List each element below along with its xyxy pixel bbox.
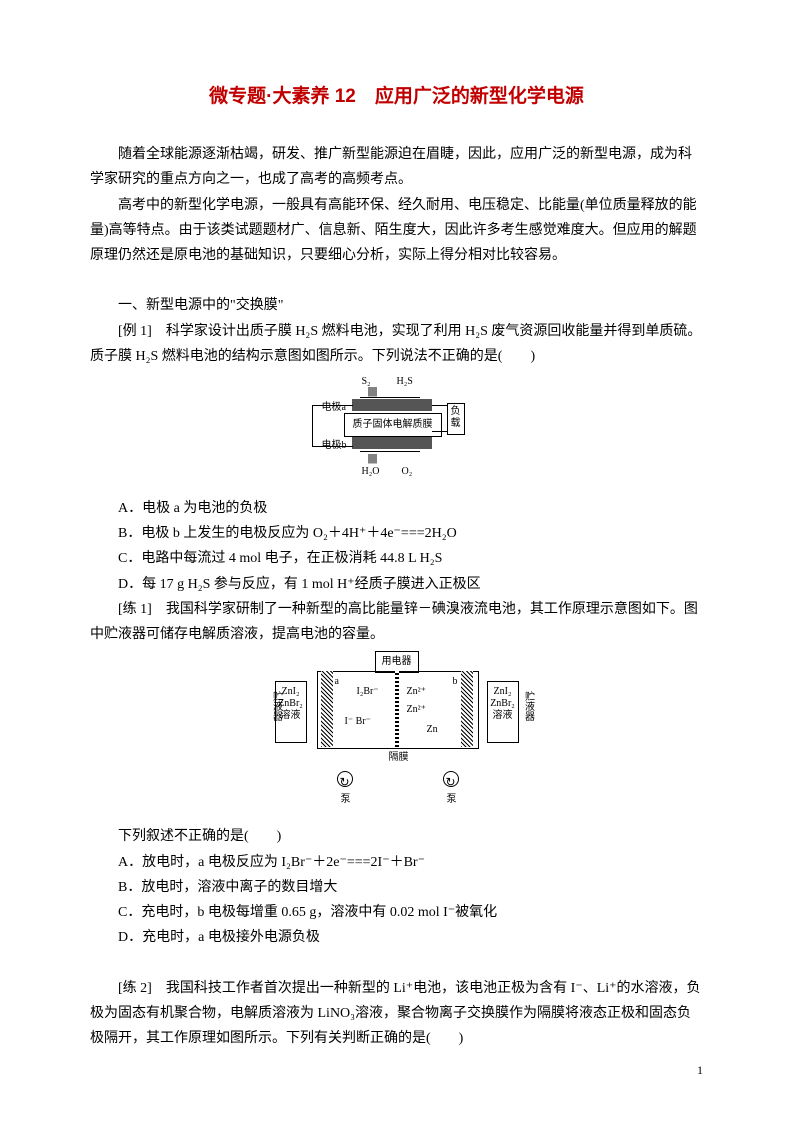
pr1-choice-d: D．充电时，a 电极接外电源负极	[90, 925, 703, 950]
d2-electrode-b: b	[453, 673, 458, 691]
page-title: 微专题·大素养 12 应用广泛的新型化学电源	[90, 80, 703, 114]
document-page: 微专题·大素养 12 应用广泛的新型化学电源 随着全球能源逐渐枯竭，研发、推广新…	[0, 0, 793, 1122]
diagram-2: 用电器 贮液器 ZnI₂ ZnBr₂ 溶液 a 隔膜 b I₂Br⁻ Zn²⁺ …	[90, 651, 703, 820]
ex1-choice-a: A．电极 a 为电池的负极	[90, 496, 703, 521]
d1-h2o-label: H₂O	[362, 463, 380, 481]
diagram-1: S₂ H₂S 电极a 质子固体电解质膜 负载 电极b H₂O O₂	[90, 373, 703, 492]
d1-o2-label: O₂	[402, 463, 413, 481]
practice1-stem: [练 1] 我国科学家研制了一种新型的高比能量锌－碘溴液流电池，其工作原理示意图…	[90, 597, 703, 647]
d2-ion-i2br: I₂Br⁻	[357, 683, 379, 701]
d1-membrane: 质子固体电解质膜	[344, 413, 442, 437]
d2-membrane: 隔膜	[389, 749, 409, 767]
pr1-question: 下列叙述不正确的是( )	[90, 824, 703, 849]
d2-ion-zn2-2: Zn²⁺	[407, 701, 426, 719]
page-number: 1	[697, 1060, 703, 1082]
pr1-choice-a: A．放电时，a 电极反应为 I₂Br⁻＋2e⁻===2I⁻＋Br⁻	[90, 850, 703, 875]
intro-para-1: 随着全球能源逐渐枯竭，研发、推广新型能源迫在眉睫，因此，应用广泛的新型电源，成为…	[90, 142, 703, 192]
d1-load: 负载	[447, 403, 465, 435]
blank-line	[90, 268, 703, 293]
d2-tank-left: ZnI₂ ZnBr₂ 溶液	[275, 681, 307, 743]
ex1-choice-b: B．电极 b 上发生的电极反应为 O₂＋4H⁺＋4e⁻===2H₂O	[90, 521, 703, 546]
ex1-choice-c: C．电路中每流过 4 mol 电子，在正极消耗 44.8 L H₂S	[90, 546, 703, 571]
d2-reservoir-right: 贮液器	[519, 691, 537, 721]
d2-tank-right: ZnI₂ ZnBr₂ 溶液	[487, 681, 519, 743]
d2-pump-right: 泵	[447, 791, 457, 809]
example1-stem: [例 1] 科学家设计出质子膜 H₂S 燃料电池，实现了利用 H₂S 废气资源回…	[90, 319, 703, 369]
blank-line-2	[90, 950, 703, 975]
d2-pump-left: 泵	[341, 791, 351, 809]
d2-ion-i-br: I⁻ Br⁻	[345, 713, 371, 731]
ex1-choice-d: D．每 17 g H₂S 参与反应，有 1 mol H⁺经质子膜进入正极区	[90, 572, 703, 597]
pr1-choice-b: B．放电时，溶液中离子的数目增大	[90, 875, 703, 900]
d2-ion-zn2: Zn²⁺	[407, 683, 426, 701]
d2-electrode-a: a	[335, 673, 339, 691]
practice2-stem: [练 2] 我国科技工作者首次提出一种新型的 Li⁺电池，该电池正极为含有 I⁻…	[90, 976, 703, 1052]
section-heading: 一、新型电源中的"交换膜"	[90, 293, 703, 318]
intro-para-2: 高考中的新型化学电源，一般具有高能环保、经久耐用、电压稳定、比能量(单位质量释放…	[90, 193, 703, 269]
d2-appliance: 用电器	[375, 651, 419, 673]
d2-ion-zn: Zn	[427, 721, 438, 739]
pr1-choice-c: C．充电时，b 电极每增重 0.65 g，溶液中有 0.02 mol I⁻被氧化	[90, 900, 703, 925]
